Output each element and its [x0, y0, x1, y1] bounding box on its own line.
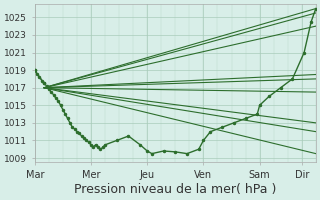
X-axis label: Pression niveau de la mer( hPa ): Pression niveau de la mer( hPa )	[74, 183, 276, 196]
